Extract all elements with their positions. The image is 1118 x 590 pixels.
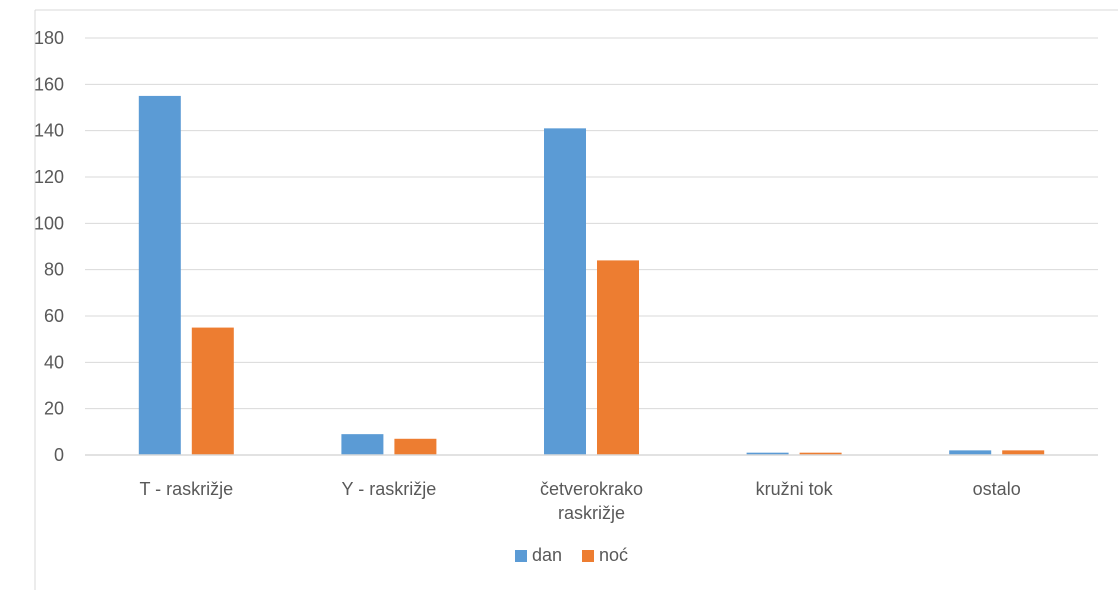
bars (85, 95, 1098, 456)
legend-swatch-dan (515, 550, 527, 562)
bar-noc (394, 438, 437, 455)
bar-dan (138, 95, 181, 456)
x-category-label: T - raskrižje (139, 479, 233, 499)
x-category-label: kružni tok (756, 479, 834, 499)
x-category-label-line: raskrižje (558, 503, 625, 523)
legend-label: dan (532, 545, 562, 565)
y-axis-ticks: 0 20 40 60 80 100 120 140 160 180 (34, 28, 64, 465)
x-category-label-line: T - raskrižje (139, 479, 233, 499)
legend: dan noć (515, 545, 628, 565)
x-category-label-line: Y - raskrižje (342, 479, 437, 499)
y-tick-label: 120 (34, 167, 64, 187)
y-tick-label: 60 (44, 306, 64, 326)
x-category-label: Y - raskrižje (342, 479, 437, 499)
y-tick-label: 140 (34, 121, 64, 141)
x-category-label: ostalo (973, 479, 1021, 499)
x-category-label-line: kružni tok (756, 479, 834, 499)
y-tick-label: 20 (44, 399, 64, 419)
x-category-label: četverokrako raskrižje (540, 479, 643, 523)
bar-dan (341, 434, 384, 455)
bar-dan (746, 452, 789, 455)
bar-noc (1002, 450, 1045, 455)
x-category-label-line: četverokrako (540, 479, 643, 499)
bar-noc (597, 260, 639, 455)
x-axis-labels: T - raskrižje Y - raskrižje četverokrako ra… (139, 479, 1020, 523)
bar-noc (191, 327, 234, 455)
x-category-label-line: ostalo (973, 479, 1021, 499)
y-tick-label: 100 (34, 213, 64, 233)
y-tick-label: 80 (44, 260, 64, 280)
legend-label: noć (599, 545, 628, 565)
y-tick-label: 160 (34, 74, 64, 94)
y-tick-label: 180 (34, 28, 64, 48)
y-tick-label: 0 (54, 445, 64, 465)
bar-dan (949, 450, 992, 455)
bar-noc (799, 452, 842, 455)
legend-swatch-noc (582, 550, 594, 562)
bar-dan (544, 128, 586, 455)
y-tick-label: 40 (44, 352, 64, 372)
